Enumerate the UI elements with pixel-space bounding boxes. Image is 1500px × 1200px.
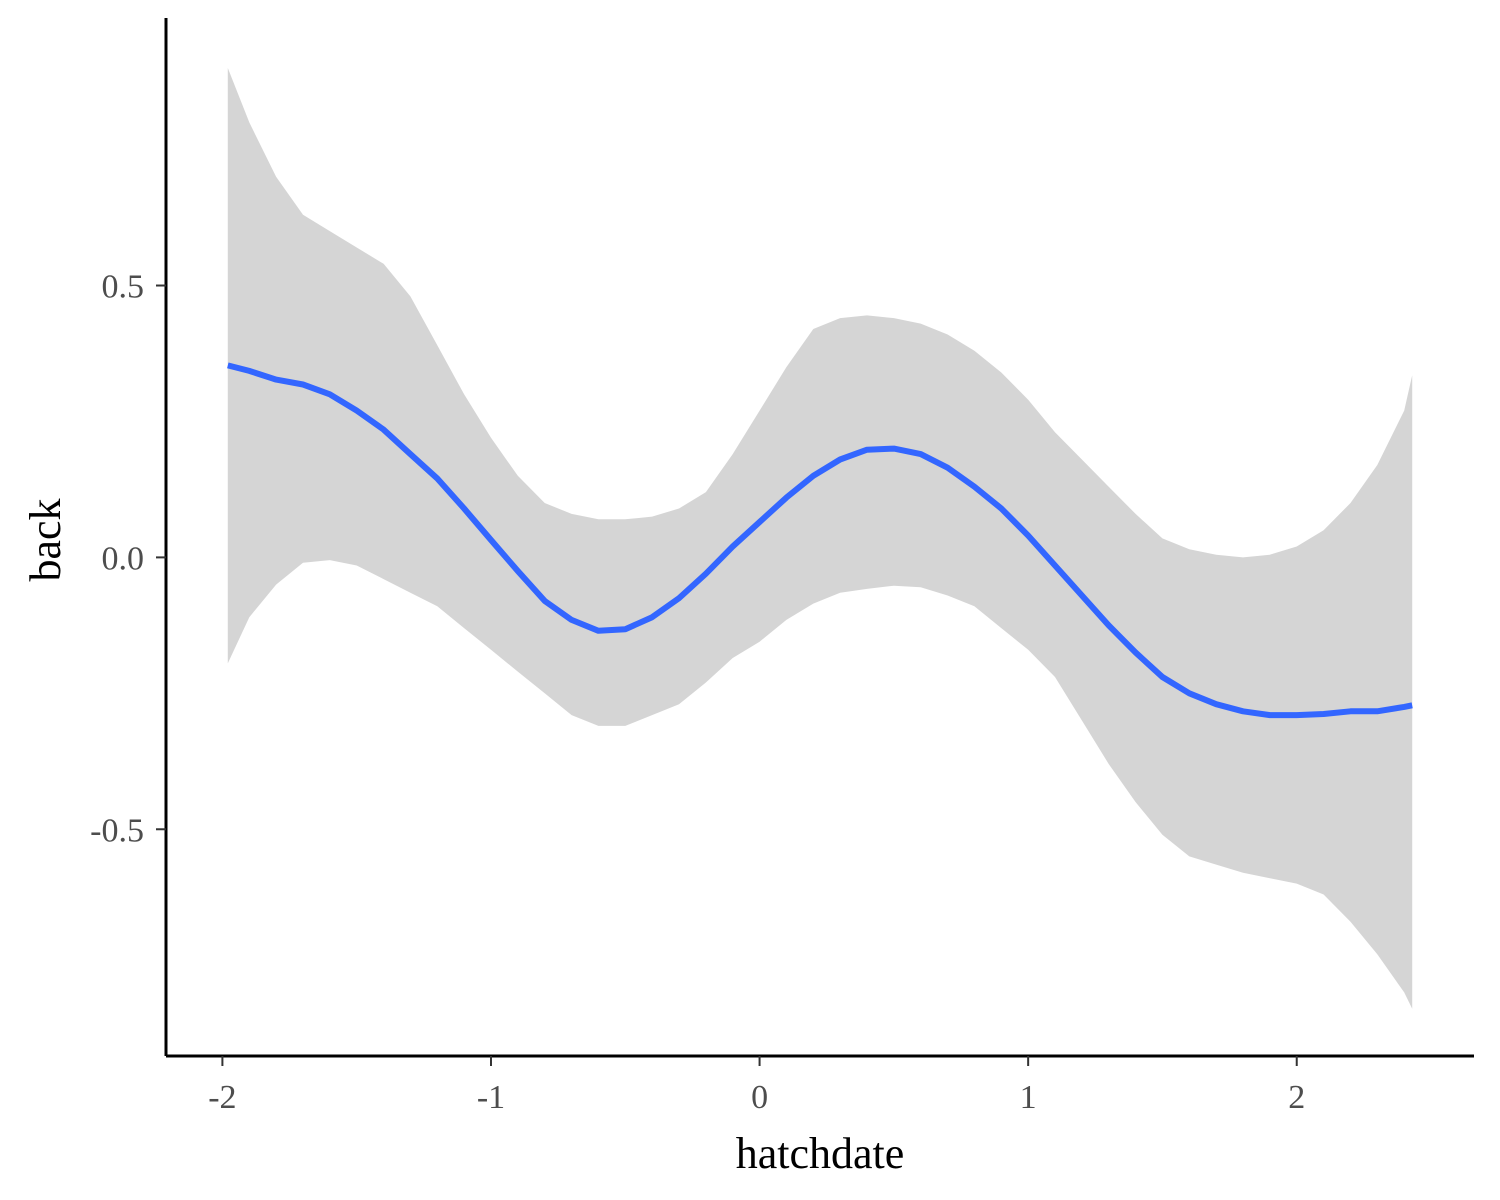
confidence-band <box>227 68 1413 1009</box>
x-tick-label: 0 <box>751 1079 768 1116</box>
axes <box>164 18 1474 1058</box>
y-tick-label: 0.0 <box>102 540 145 577</box>
x-tick-label: 1 <box>1020 1079 1037 1116</box>
y-tick-label: -0.5 <box>90 812 144 849</box>
smooth-line <box>227 362 1413 719</box>
y-axis-title: back <box>21 498 70 581</box>
x-tick-label: -1 <box>477 1079 505 1116</box>
ticks: -2 -1 0 1 2 -0.5 0.0 0.5 <box>90 269 1305 1116</box>
plot-area <box>227 68 1413 1009</box>
x-axis-title: hatchdate <box>736 1129 905 1178</box>
x-tick-label: 2 <box>1288 1079 1305 1116</box>
y-tick-label: 0.5 <box>102 269 145 306</box>
x-tick-label: -2 <box>208 1079 236 1116</box>
